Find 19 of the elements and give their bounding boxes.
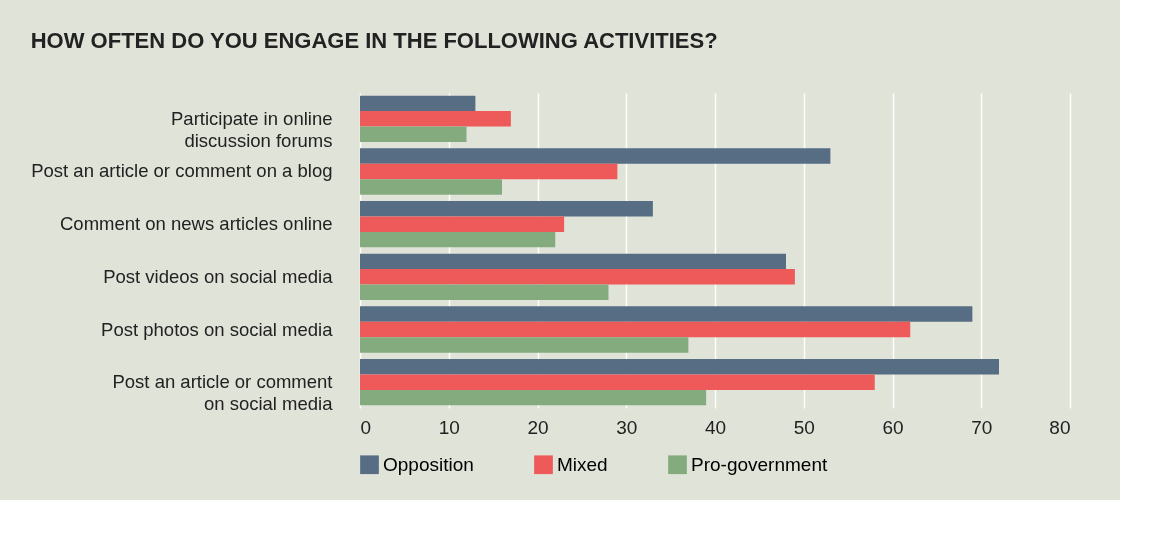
chart-title: HOW OFTEN DO YOU ENGAGE IN THE FOLLOWING ACTIVITIES? [30,28,718,53]
x-tick-label: 60 [882,416,904,438]
x-tick-label: 80 [1049,416,1071,438]
x-tick-label: 50 [793,416,815,438]
y-tick-label: Post an article or comment on a blog [31,160,333,182]
x-tick-label: 40 [704,416,727,438]
x-tick-label: 70 [971,416,993,438]
legend-label: Opposition [383,453,474,475]
legend-label: Mixed [557,453,608,475]
y-tick-label: Comment on news articles online [60,213,333,235]
x-tick-label: 30 [616,416,638,438]
y-tick-label: Post an article or comment on social media [112,371,334,415]
x-tick-label: 20 [527,416,549,438]
x-tick-label: 0 [360,416,372,438]
y-tick-label: Post photos on social media [101,318,334,340]
y-tick-label: Post videos on social media [103,265,334,287]
y-tick-label: Participate in online discussion forums [171,107,333,151]
legend-label: Pro-government [691,453,828,475]
x-tick-label: 10 [438,416,460,438]
